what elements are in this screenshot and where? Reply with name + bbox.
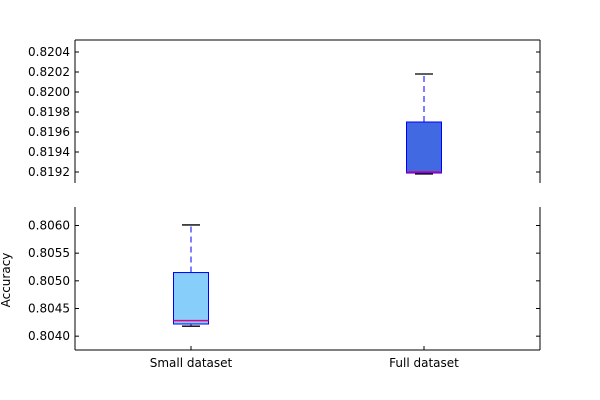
y-axis-label: Accuracy: [0, 253, 13, 308]
top-ytick-label: 0.8204: [28, 45, 70, 59]
bottom-ytick-label: 0.8050: [28, 274, 70, 288]
bottom-ytick-label: 0.8040: [28, 329, 70, 343]
bottom-ytick-label: 0.8045: [28, 301, 70, 315]
top-ytick-label: 0.8196: [28, 125, 70, 139]
bottom-panel: 0.8040 0.8045 0.8050 0.8055 0.8060: [28, 207, 541, 351]
top-ytick-label: 0.8202: [28, 65, 70, 79]
top-ytick-label: 0.8194: [28, 145, 70, 159]
top-ytick-label: 0.8192: [28, 165, 70, 179]
xtick-label: Full dataset: [389, 356, 459, 370]
full-box: [406, 121, 442, 174]
top-ytick-label: 0.8198: [28, 105, 70, 119]
boxes-layer: [173, 73, 442, 327]
bottom-ytick-label: 0.8055: [28, 246, 70, 260]
small-box: [173, 272, 209, 325]
bottom-ytick-label: 0.8060: [28, 218, 70, 232]
x-axis-ticks: Small dataset Full dataset: [150, 346, 459, 370]
top-ytick-label: 0.8200: [28, 85, 70, 99]
top-panel: 0.8192 0.8194 0.8196 0.8198 0.8200 0.8202 0.82…: [28, 39, 541, 183]
xtick-label: Small dataset: [150, 356, 233, 370]
